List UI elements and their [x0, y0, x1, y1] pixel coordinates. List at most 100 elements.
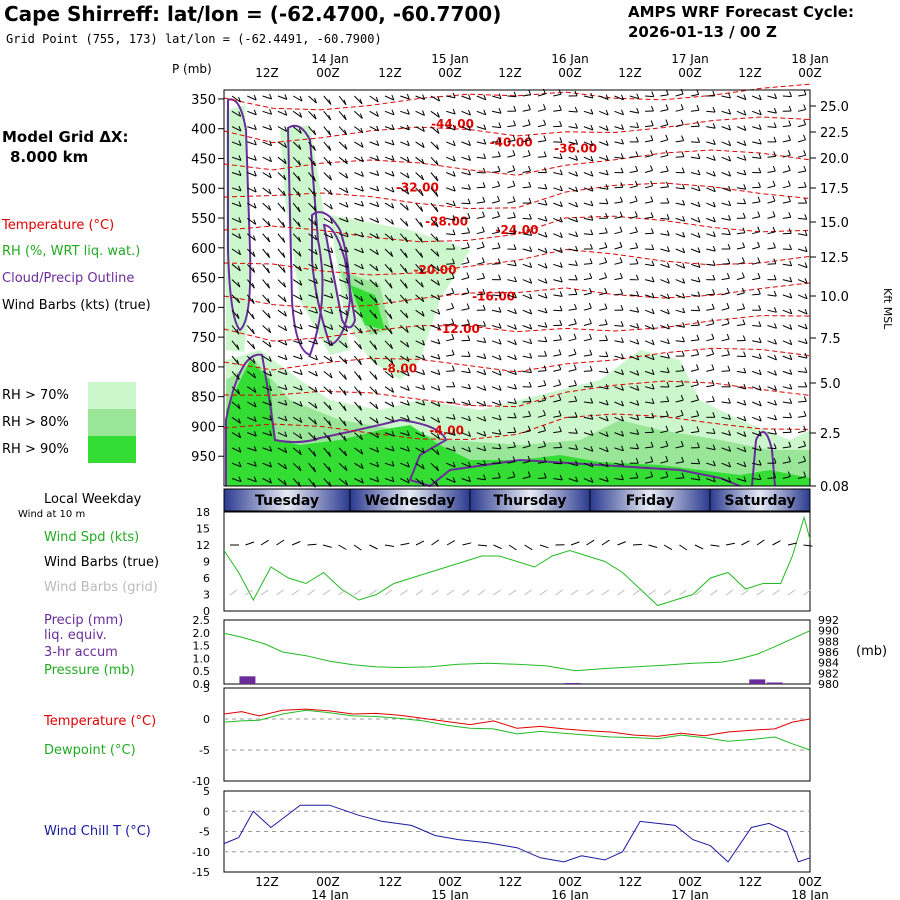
wind-barb-flag	[299, 353, 303, 360]
wind-barb	[553, 384, 561, 388]
wind-barb-flag	[483, 430, 487, 437]
wind-barb	[430, 447, 440, 456]
wind-barb	[354, 126, 364, 134]
wind-barb-flag	[483, 445, 487, 451]
precip-bar	[766, 682, 783, 684]
wind-barb-flag	[650, 441, 654, 448]
wind-barb	[476, 355, 486, 360]
wind-barb-flag	[253, 186, 257, 193]
wind-barb-flag	[758, 415, 762, 422]
wind-barb-flag	[543, 135, 547, 141]
wind-barb-flag	[682, 322, 686, 328]
wind-barb-flag	[284, 463, 287, 470]
grid-wind-barb	[353, 589, 362, 596]
wind-barb-flag	[774, 385, 777, 391]
wind-panel-ytick: 6	[203, 572, 210, 585]
wind-barb-flag	[697, 474, 701, 481]
wind-barb-flag	[651, 412, 655, 419]
wind-barb	[399, 233, 408, 243]
wind-barb-flag	[344, 342, 348, 348]
wind-barb	[752, 261, 760, 265]
wind-barb-flag	[727, 381, 731, 388]
wind-barb-flag	[682, 199, 686, 206]
wind-barb-flag	[666, 278, 670, 284]
wind-barb-flag	[375, 96, 379, 103]
wind-barb-flag	[651, 398, 655, 404]
legend-rh70-label: RH > 70%	[2, 388, 69, 403]
surface-wind-barb	[384, 544, 394, 547]
wind-barb	[430, 141, 439, 150]
wind-barb	[369, 432, 379, 439]
rh70-region-mid	[330, 215, 470, 380]
wind-barb-flag	[726, 318, 730, 324]
wind-barb	[537, 263, 548, 269]
wind-barb-flag	[772, 211, 776, 217]
wind-barb	[400, 370, 410, 377]
wind-barb-flag	[543, 365, 547, 371]
wind-barb-flag	[682, 293, 686, 299]
wind-barb-flag	[528, 165, 531, 172]
wind-barb-flag	[376, 155, 380, 161]
wind-barb	[293, 386, 303, 391]
wind-barb	[798, 400, 807, 403]
wind-barb-flag	[558, 334, 562, 340]
wind-barb-flag	[527, 119, 531, 125]
grid-wind-barb	[741, 589, 749, 596]
wind-barb-flag	[253, 476, 257, 482]
wind-barb-flag	[665, 410, 669, 417]
top-time-tick: 12Z	[618, 66, 642, 80]
wind-barb-flag	[358, 375, 362, 381]
wind-barb	[384, 462, 395, 467]
wind-barb-flag	[697, 169, 701, 175]
wind-barb	[491, 309, 502, 313]
wind-barb-flag	[544, 216, 548, 222]
wind-barb	[614, 156, 624, 159]
wind-barb-flag	[787, 150, 791, 156]
surface-wind-barb	[679, 544, 688, 551]
forecast-cycle-value: 2026-01-13 / 00 Z	[628, 23, 777, 41]
wind-barb-flag	[666, 197, 670, 204]
wind-barb	[537, 461, 546, 464]
wind-barb-flag	[636, 414, 640, 421]
wind-barb	[568, 248, 578, 252]
wind-barb	[476, 416, 486, 422]
wind-barb-flag	[252, 343, 256, 350]
wind-barb	[323, 172, 332, 181]
wind-barb	[277, 263, 286, 273]
wind-barb	[277, 233, 286, 243]
legend-temperature: Temperature (°C)	[2, 218, 115, 233]
wind-barb-flag	[559, 137, 563, 143]
wind-barb	[384, 371, 394, 379]
wind-barb	[599, 232, 608, 235]
wind-barb	[323, 462, 332, 473]
wind-barb-flag	[422, 384, 426, 390]
wind-barb-flag	[314, 419, 317, 425]
wind-barb-flag	[636, 429, 640, 435]
wind-barb-flag	[544, 278, 548, 284]
wind-barb	[721, 354, 730, 357]
wind-barb-flag	[605, 125, 609, 131]
wind-barb	[369, 401, 379, 410]
wind-barb	[354, 325, 363, 334]
wind-barb-flag	[773, 429, 777, 435]
wind-barb	[415, 386, 425, 391]
wind-barb	[752, 186, 761, 189]
wind-barb-flag	[589, 243, 593, 250]
wind-barb	[308, 401, 318, 409]
wind-barb	[400, 447, 410, 452]
wind-barb-flag	[330, 340, 334, 346]
wind-barb-flag	[728, 185, 732, 192]
wind-barb	[384, 172, 395, 177]
wind-barb	[292, 416, 303, 423]
wind-barb	[384, 263, 393, 273]
wind-barb	[767, 447, 777, 450]
wind-barb	[568, 202, 578, 208]
wind-barb-flag	[497, 258, 501, 264]
wind-barb	[614, 293, 623, 296]
wind-barb	[262, 233, 271, 243]
wind-barb	[797, 355, 808, 359]
wind-barb	[415, 416, 425, 422]
wind-barb-flag	[757, 288, 761, 295]
wind-barb	[568, 432, 578, 434]
wind-barb	[752, 126, 762, 130]
